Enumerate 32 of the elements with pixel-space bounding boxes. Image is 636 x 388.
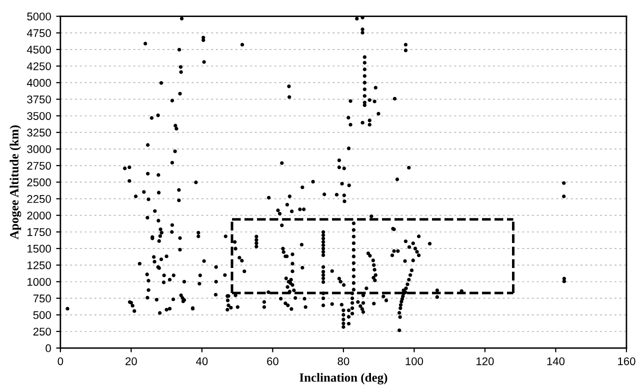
x-axis-title: Inclination (deg)	[300, 372, 388, 384]
y-tick-label: 2500	[27, 178, 51, 186]
y-tick-label: 2750	[27, 162, 51, 170]
y-tick-label: 3000	[27, 145, 51, 154]
y-tick-label: 3750	[27, 96, 51, 104]
y-tick-label: 1500	[28, 244, 51, 253]
x-tick-label: 100	[406, 357, 424, 366]
y-tick-label: 4750	[26, 29, 51, 38]
x-tick-label: 80	[338, 357, 350, 366]
y-tick-label: 3250	[27, 128, 51, 137]
y-tick-label: 4000	[26, 78, 51, 87]
y-tick-label: 1750	[28, 228, 51, 236]
y-tick-label: 0	[46, 344, 51, 352]
x-tick-label: 60	[267, 357, 278, 366]
y-tick-label: 1000	[28, 278, 51, 286]
y-tick-label: 750	[33, 294, 51, 302]
y-tick-label: 3500	[27, 112, 51, 120]
y-tick-label: 2250	[27, 195, 51, 203]
y-tick-label: 4500	[26, 46, 51, 54]
y-tick-label: 2000	[27, 212, 51, 220]
x-tick-label: 160	[618, 357, 636, 366]
y-tick-label: 4250	[26, 62, 51, 70]
y-tick-label: 250	[33, 328, 51, 336]
x-tick-label: 140	[547, 357, 565, 366]
y-tick-label: 5000	[27, 12, 51, 20]
y-tick-label: 1250	[28, 261, 51, 270]
x-tick-label: 0	[58, 357, 64, 366]
x-tick-label: 20	[126, 357, 137, 366]
x-tick-label: 120	[476, 357, 494, 366]
y-axis-title: Apogee Altitude (km)	[10, 125, 22, 240]
x-tick-label: 40	[196, 357, 208, 366]
y-tick-label: 500	[33, 311, 51, 319]
